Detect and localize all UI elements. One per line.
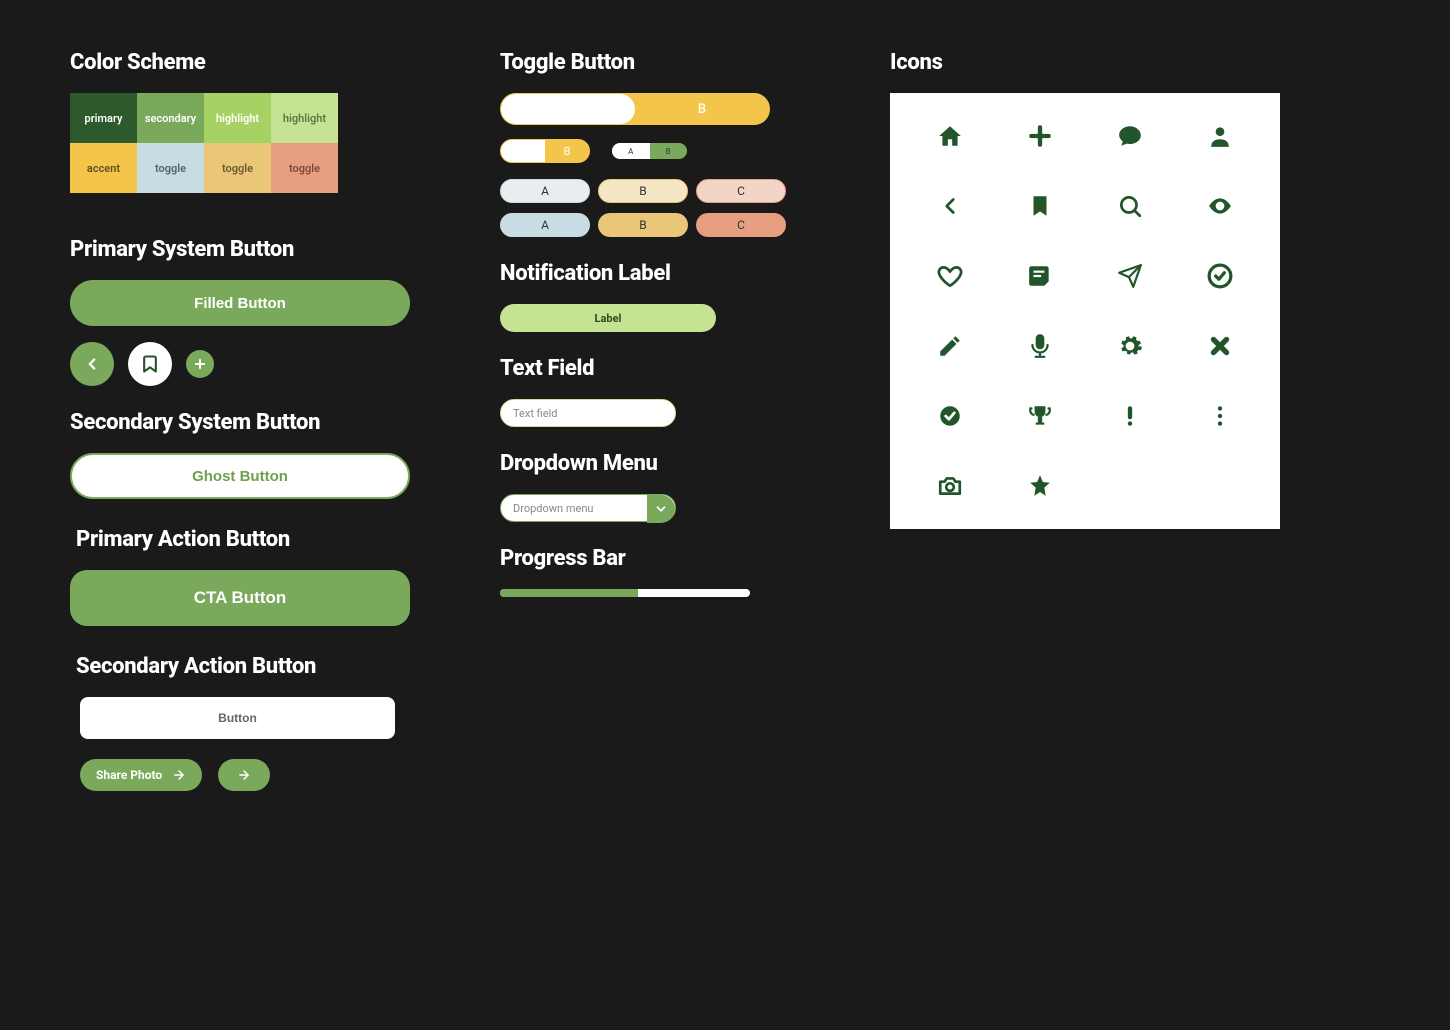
dropdown-chevron-icon [647, 495, 675, 523]
swatch-toggle: toggle [204, 143, 271, 193]
home-icon [937, 123, 963, 149]
tri-outline-row: ABC [500, 179, 800, 203]
toggle-small-a[interactable]: A [501, 140, 545, 162]
send-icon [1117, 263, 1143, 289]
share-photo-label: Share Photo [96, 768, 162, 782]
cta-button[interactable]: CTA Button [70, 570, 410, 626]
toggle-xs-a[interactable]: A [612, 143, 650, 159]
camera-icon [937, 473, 963, 499]
search-icon [1117, 193, 1143, 219]
secondary-action-button-heading: Secondary Action Button [76, 654, 410, 679]
tri-outline-a[interactable]: A [500, 179, 590, 203]
primary-system-button-heading: Primary System Button [70, 237, 410, 262]
share-photo-button[interactable]: Share Photo [80, 759, 202, 791]
notification-label-heading: Notification Label [500, 261, 800, 286]
chevron-left-icon [937, 193, 963, 219]
swatch-secondary: secondary [137, 93, 204, 143]
bookmark-icon-button[interactable] [128, 342, 172, 386]
toggle-small-b[interactable]: B [545, 140, 589, 162]
close-icon [1207, 333, 1233, 359]
trophy-icon [1027, 403, 1053, 429]
swatch-accent: accent [70, 143, 137, 193]
icons-heading: Icons [890, 50, 1280, 75]
plus-icon [1027, 123, 1053, 149]
secondary-action-button[interactable]: Button [80, 697, 395, 739]
bookmark-icon [1027, 193, 1053, 219]
primary-action-button-heading: Primary Action Button [76, 527, 410, 552]
ghost-button[interactable]: Ghost Button [70, 453, 410, 499]
dropdown-placeholder: Dropdown menu [513, 502, 593, 515]
add-icon-button[interactable] [186, 350, 214, 378]
tri-fill-a[interactable]: A [500, 213, 590, 237]
filled-button[interactable]: Filled Button [70, 280, 410, 326]
heart-icon [937, 263, 963, 289]
check-badge-icon [937, 403, 963, 429]
swatch-highlight: highlight [204, 93, 271, 143]
tri-fill-c[interactable]: C [696, 213, 786, 237]
check-circle-icon [1207, 263, 1233, 289]
progress-bar [500, 589, 750, 597]
notification-label: Label [500, 304, 716, 332]
swatch-toggle: toggle [137, 143, 204, 193]
chat-icon [1117, 123, 1143, 149]
text-field[interactable]: Text field [500, 399, 676, 427]
more-vertical-icon [1207, 403, 1233, 429]
toggle-large-b[interactable]: B [635, 94, 769, 124]
tri-outline-b[interactable]: B [598, 179, 688, 203]
tri-outline-c[interactable]: C [696, 179, 786, 203]
gear-icon [1117, 333, 1143, 359]
toggle-large-a[interactable]: A [501, 94, 635, 124]
icon-sheet [890, 93, 1280, 529]
eye-icon [1207, 193, 1233, 219]
arrow-pill-button[interactable] [218, 759, 270, 791]
tri-fill-row: ABC [500, 213, 800, 237]
tri-fill-b[interactable]: B [598, 213, 688, 237]
microphone-icon [1027, 333, 1053, 359]
swatch-primary: primary [70, 93, 137, 143]
user-icon [1207, 123, 1233, 149]
toggle-large[interactable]: A B [500, 93, 770, 125]
color-scheme-heading: Color Scheme [70, 50, 410, 75]
toggle-xs[interactable]: A B [612, 143, 687, 159]
swatch-highlight: highlight [271, 93, 338, 143]
secondary-system-button-heading: Secondary System Button [70, 410, 410, 435]
notes-icon [1027, 263, 1053, 289]
progress-bar-heading: Progress Bar [500, 546, 800, 571]
toggle-button-heading: Toggle Button [500, 50, 800, 75]
progress-fill [500, 589, 638, 597]
swatch-grid: primarysecondaryhighlighthighlightaccent… [70, 93, 410, 193]
toggle-xs-b[interactable]: B [650, 143, 688, 159]
text-field-heading: Text Field [500, 356, 800, 381]
star-icon [1027, 473, 1053, 499]
dropdown-menu[interactable]: Dropdown menu [500, 494, 676, 522]
dropdown-menu-heading: Dropdown Menu [500, 451, 800, 476]
swatch-toggle: toggle [271, 143, 338, 193]
back-icon-button[interactable] [70, 342, 114, 386]
exclamation-icon [1117, 403, 1143, 429]
toggle-small[interactable]: A B [500, 139, 590, 163]
text-field-placeholder: Text field [513, 407, 557, 420]
pencil-icon [937, 333, 963, 359]
